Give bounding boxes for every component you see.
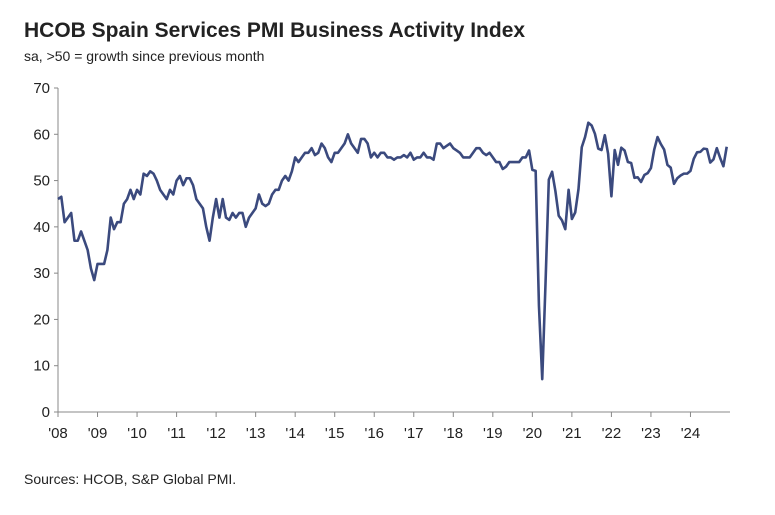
x-tick-label: '14 bbox=[285, 425, 305, 442]
y-tick-label: 60 bbox=[33, 126, 50, 143]
x-tick-label: '19 bbox=[483, 425, 503, 442]
source-note: Sources: HCOB, S&P Global PMI. bbox=[24, 471, 236, 487]
x-tick-label: '09 bbox=[88, 425, 108, 442]
chart-subtitle: sa, >50 = growth since previous month bbox=[24, 48, 264, 64]
x-tick-label: '22 bbox=[602, 425, 622, 442]
series-line bbox=[57, 121, 728, 381]
y-tick-label: 50 bbox=[33, 173, 50, 190]
x-tick-label: '11 bbox=[167, 425, 185, 442]
x-tick-label: '08 bbox=[48, 425, 68, 442]
x-tick-label: '23 bbox=[641, 425, 661, 442]
x-tick-label: '20 bbox=[523, 425, 543, 442]
x-tick-label: '15 bbox=[325, 425, 345, 442]
x-tick-label: '17 bbox=[404, 425, 424, 442]
x-tick-label: '10 bbox=[127, 425, 147, 442]
x-tick-label: '24 bbox=[681, 425, 701, 442]
y-tick-label: 10 bbox=[33, 358, 50, 375]
y-tick-label: 20 bbox=[33, 311, 50, 328]
x-tick-label: '12 bbox=[206, 425, 226, 442]
y-tick-label: 0 bbox=[42, 404, 50, 421]
y-tick-label: 30 bbox=[33, 265, 50, 282]
chart-title: HCOB Spain Services PMI Business Activit… bbox=[24, 19, 525, 42]
y-tick-label: 70 bbox=[33, 80, 50, 97]
x-tick-label: '21 bbox=[562, 425, 582, 442]
x-tick-label: '18 bbox=[444, 425, 464, 442]
x-tick-label: '13 bbox=[246, 425, 266, 442]
y-tick-label: 40 bbox=[33, 219, 50, 236]
x-tick-label: '16 bbox=[364, 425, 384, 442]
